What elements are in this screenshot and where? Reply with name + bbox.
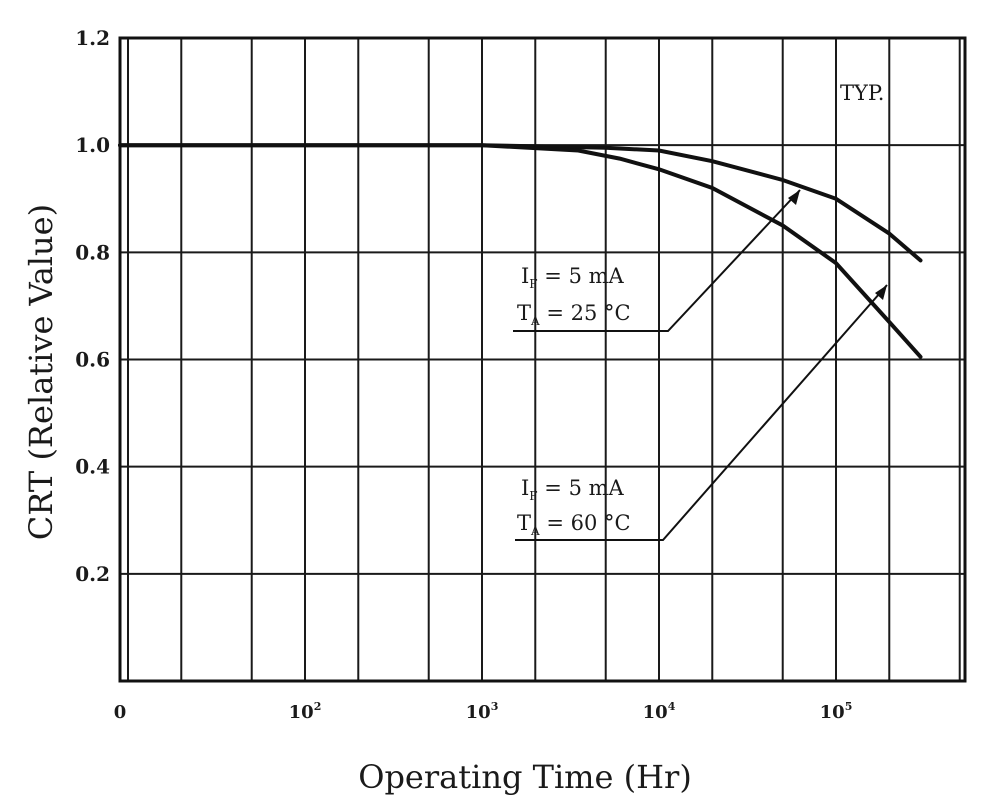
y-tick-label: 0.4	[75, 455, 110, 479]
x-tick-label: 104	[643, 700, 676, 723]
plot-frame	[118, 36, 967, 683]
y-tick-label: 0.8	[75, 240, 110, 264]
label-25c-current: IF = 5 mA	[521, 264, 625, 291]
x-tick-label: 103	[466, 700, 499, 723]
leader-60c	[515, 284, 888, 541]
x-tick-label: 0	[114, 702, 127, 723]
label-60c: IF = 5 mA TA = 60 °C	[515, 284, 888, 541]
label-60c-current: IF = 5 mA	[521, 476, 625, 503]
leader-25c	[513, 189, 801, 332]
y-axis-label: CRT (Relative Value)	[22, 204, 60, 540]
label-25c-temp: TA = 25 °C	[517, 301, 631, 328]
label-25c: IF = 5 mA TA = 25 °C	[513, 189, 801, 332]
label-60c-temp: TA = 60 °C	[517, 511, 631, 538]
series-line-60c	[118, 143, 923, 359]
x-tick-label: 105	[820, 700, 853, 723]
arrow-25c	[788, 190, 800, 205]
y-tick-label: 0.2	[75, 562, 110, 586]
x-axis-label: Operating Time (Hr)	[358, 758, 692, 796]
curves	[118, 143, 923, 359]
series-line-25c	[118, 143, 923, 263]
y-tick-label: 1.2	[75, 26, 110, 50]
y-tick-label: 0.6	[75, 348, 110, 372]
x-tick-labels: 0 102 103 104 105	[114, 700, 853, 723]
x-tick-label: 102	[289, 700, 322, 723]
y-tick-label: 1.0	[75, 133, 110, 157]
y-tick-labels: 0.2 0.4 0.6 0.8 1.0 1.2	[75, 26, 110, 586]
typ-annotation: TYP.	[840, 81, 884, 105]
grid	[120, 37, 965, 681]
arrow-60c	[875, 285, 887, 300]
